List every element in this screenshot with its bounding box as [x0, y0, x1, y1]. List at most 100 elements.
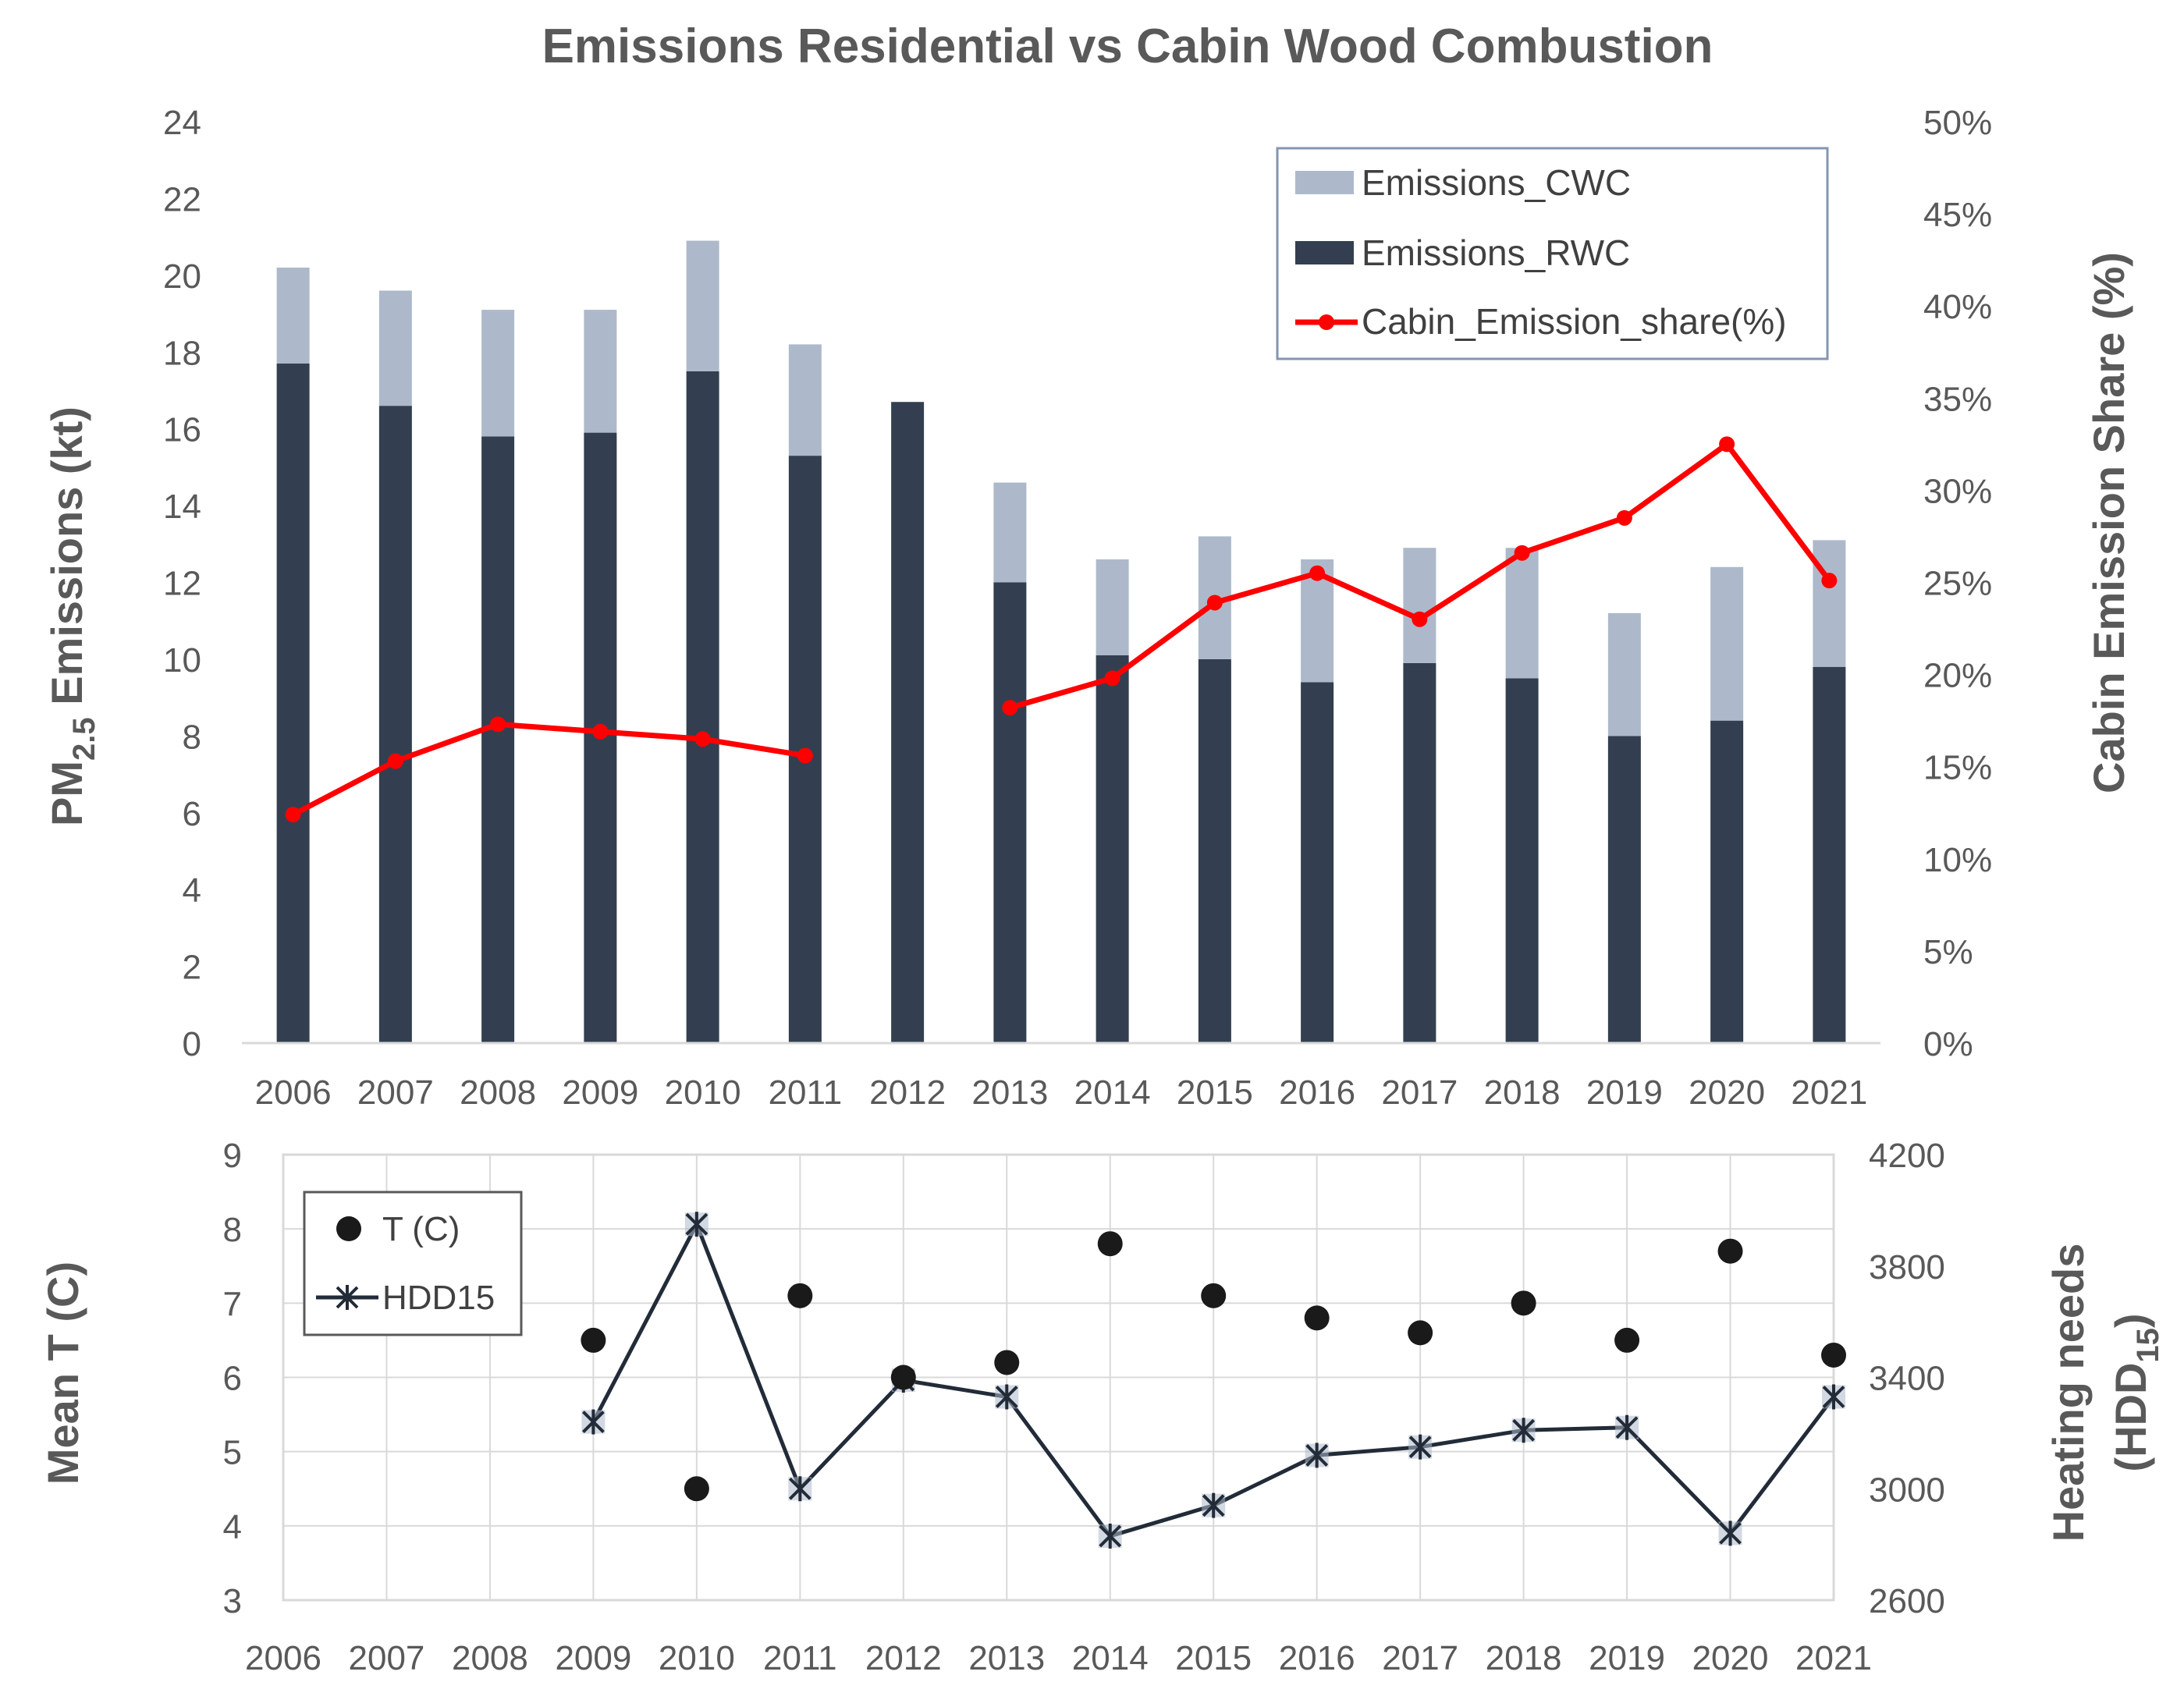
bar-rwc-2016 — [1301, 682, 1334, 1043]
bottom-left-tick-label: 8 — [223, 1211, 242, 1249]
hdd15-point-2014 — [1098, 1523, 1122, 1549]
share-point-2013 — [1002, 700, 1018, 716]
bar-cwc-2019 — [1607, 612, 1641, 736]
left-tick-label: 24 — [163, 104, 201, 142]
share-point-2015 — [1206, 594, 1223, 611]
legend-label-rwc: Emissions_RWC — [1362, 232, 1630, 273]
left-axis-label-rest: Emissions (kt) — [42, 406, 91, 717]
right-tick-label: 40% — [1923, 288, 1992, 326]
top-x-tick-label: 2016 — [1279, 1074, 1355, 1112]
bottom-x-tick-label: 2009 — [555, 1639, 631, 1677]
temp-point-2021 — [1821, 1342, 1846, 1368]
bottom-x-tick-label: 2017 — [1382, 1639, 1458, 1677]
legend-label-share: Cabin_Emission_share(%) — [1362, 301, 1787, 342]
hdd15-point-2011 — [788, 1476, 812, 1502]
left-tick-label: 18 — [163, 334, 201, 372]
left-tick-label: 10 — [163, 641, 201, 680]
right-tick-label: 10% — [1923, 841, 1992, 879]
temp-point-2009 — [581, 1327, 606, 1353]
hdd15-point-2016 — [1305, 1443, 1329, 1468]
top-x-tick-label: 2015 — [1177, 1074, 1253, 1112]
stacked-bars — [276, 240, 1846, 1044]
hdd15-point-2020 — [1718, 1521, 1742, 1546]
bottom-right-tick-label: 4200 — [1869, 1137, 1945, 1175]
bar-cwc-2013 — [993, 482, 1027, 583]
hdd15-point-2018 — [1511, 1418, 1536, 1443]
bottom-x-tick-label: 2007 — [349, 1639, 425, 1677]
right-tick-label: 20% — [1923, 657, 1992, 695]
left-tick-label: 4 — [183, 871, 201, 910]
bottom-right-tick-label: 3400 — [1869, 1360, 1945, 1398]
bottom-right-tick-label: 2600 — [1869, 1582, 1945, 1620]
temp-point-2012 — [890, 1365, 916, 1390]
legend-swatch-rwc — [1295, 241, 1354, 264]
share-point-2011 — [797, 747, 813, 764]
cabin-share-line — [285, 436, 1838, 823]
hdd15-line — [581, 1212, 1845, 1549]
share-point-2014 — [1104, 670, 1120, 687]
bar-cwc-2007 — [378, 290, 412, 406]
share-point-2019 — [1616, 509, 1632, 526]
bottom-left-tick-label: 5 — [223, 1434, 242, 1472]
legend-label-temp: T (C) — [382, 1210, 460, 1248]
top-x-tick-label: 2018 — [1484, 1074, 1561, 1112]
share-point-2021 — [1821, 573, 1838, 589]
top-x-tick-label: 2017 — [1381, 1074, 1458, 1112]
bar-cwc-2018 — [1505, 548, 1539, 679]
right-tick-label: 0% — [1923, 1025, 1973, 1063]
bottom-right-axis-label-main: Heating needs — [2044, 1244, 2093, 1542]
share-point-2006 — [285, 807, 301, 823]
bar-cwc-2014 — [1096, 559, 1129, 655]
bottom-x-tick-label: 2011 — [763, 1639, 837, 1677]
share-point-2010 — [694, 731, 711, 747]
legend-marker-hdd — [336, 1285, 359, 1310]
bar-rwc-2006 — [276, 364, 310, 1043]
hdd15-point-2009 — [581, 1409, 605, 1435]
hdd15-point-2021 — [1822, 1384, 1845, 1410]
left-tick-label: 8 — [183, 718, 201, 756]
bar-rwc-2020 — [1710, 720, 1744, 1043]
right-axis-ticks: 0% 5% 10% 15% 20% 25% 30% 35% 40% 45% 50% — [1923, 104, 1992, 1063]
right-axis-label: Cabin Emission Share (%) — [2084, 252, 2133, 793]
hdd15-point-2010 — [684, 1212, 708, 1237]
chart-title: Emissions Residential vs Cabin Wood Comb… — [542, 20, 1713, 73]
left-axis-label-main: PM — [42, 761, 91, 826]
hdd15-point-2017 — [1408, 1434, 1433, 1460]
share-point-2016 — [1309, 565, 1326, 581]
legend-marker-temp — [336, 1216, 361, 1241]
bar-rwc-2012 — [891, 402, 925, 1043]
bottom-x-tick-label: 2021 — [1795, 1639, 1872, 1677]
temp-point-2011 — [787, 1283, 813, 1308]
bottom-x-tick-label: 2015 — [1175, 1639, 1252, 1677]
bar-cwc-2020 — [1710, 566, 1744, 721]
left-tick-label: 2 — [183, 949, 201, 987]
temp-point-2014 — [1097, 1231, 1123, 1257]
bottom-x-tick-label: 2013 — [968, 1639, 1045, 1677]
right-tick-label: 15% — [1923, 749, 1992, 787]
hdd15-point-2019 — [1615, 1414, 1639, 1440]
bar-cwc-2010 — [686, 240, 719, 371]
bottom-left-tick-label: 9 — [223, 1137, 242, 1175]
right-tick-label: 30% — [1923, 472, 1992, 510]
bar-rwc-2007 — [378, 406, 412, 1043]
left-tick-label: 6 — [183, 795, 201, 833]
left-axis-label-sub: 2.5 — [67, 717, 101, 761]
right-tick-label: 50% — [1923, 104, 1992, 142]
top-x-tick-label: 2014 — [1074, 1074, 1151, 1112]
top-legend-box — [1276, 147, 1829, 360]
share-line-segment — [292, 721, 806, 818]
temp-point-2016 — [1304, 1305, 1330, 1331]
top-x-tick-label: 2019 — [1586, 1074, 1663, 1112]
temp-point-2015 — [1201, 1283, 1227, 1308]
temperature-points — [581, 1231, 1846, 1502]
share-point-2017 — [1412, 611, 1428, 627]
bottom-right-axis-label-pre: (HDD — [2106, 1363, 2155, 1472]
temp-point-2020 — [1717, 1238, 1743, 1264]
top-x-tick-label: 2021 — [1791, 1074, 1867, 1112]
bottom-x-tick-label: 2012 — [865, 1639, 942, 1677]
bar-rwc-2017 — [1403, 662, 1436, 1043]
bottom-x-tick-label: 2020 — [1692, 1639, 1769, 1677]
temp-point-2019 — [1614, 1327, 1640, 1353]
bottom-right-tick-label: 3800 — [1869, 1248, 1945, 1286]
